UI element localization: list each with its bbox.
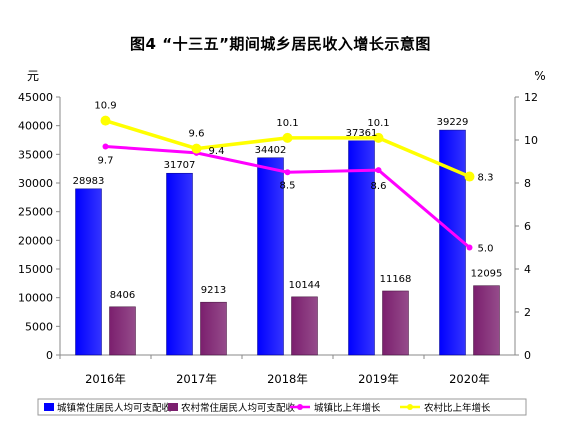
bar-rural-income	[109, 306, 136, 356]
bar-rural-label: 10144	[289, 280, 321, 291]
y-right-tick-label: 6	[524, 220, 531, 233]
x-tick-label: 2016年	[85, 372, 126, 386]
bar-urban-income	[75, 188, 102, 356]
bar-rural-label: 8406	[110, 290, 135, 301]
rural-growth-label: 9.6	[189, 129, 205, 140]
legend-urban-growth-swatch-dot	[297, 404, 303, 410]
y-right-unit: %	[534, 69, 545, 83]
x-tick-label: 2020年	[449, 372, 490, 386]
legend-urban-income-text: 城镇常住居民人均可支配收	[57, 402, 172, 414]
y-right-tick-label: 4	[524, 263, 531, 276]
rural-growth-line	[104, 118, 471, 179]
y-left-tick-label: 40000	[18, 120, 53, 133]
y-left-tick-label: 30000	[18, 177, 53, 190]
bar-urban-label: 28983	[73, 176, 105, 187]
y-left-tick-label: 15000	[18, 263, 53, 276]
bar-rural-income	[382, 290, 409, 356]
urban-growth-label: 5.0	[478, 244, 494, 255]
x-tick-label: 2018年	[267, 372, 308, 386]
bar-urban-income	[166, 172, 193, 356]
bar-urban-income	[257, 157, 284, 356]
rural-growth-point	[282, 132, 293, 143]
y-left-tick-label: 35000	[18, 148, 53, 161]
bar-rural-label: 12095	[471, 269, 503, 280]
bar-urban-income	[348, 140, 375, 356]
legend-rural-income-swatch	[168, 403, 178, 411]
y-left-tick-label: 20000	[18, 234, 53, 247]
rural-growth-label: 10.1	[367, 118, 389, 129]
y-left-tick-label: 10000	[18, 292, 53, 305]
y-left-tick-label: 45000	[18, 91, 53, 104]
y-left-unit: 元	[27, 69, 39, 83]
legend-urban-income-swatch	[44, 403, 54, 411]
rural-growth-point	[100, 115, 111, 126]
legend-rural-income-text: 农村常住居民人均可支配收	[181, 402, 296, 414]
bar-rural-income	[291, 296, 318, 356]
chart-title: 图4 “十三五”期间城乡居民收入增长示意图	[130, 35, 431, 53]
rural-growth-label: 10.9	[94, 101, 116, 112]
bar-rural-label: 11168	[380, 274, 412, 285]
rural-growth-point	[464, 171, 475, 182]
rural-growth-label: 8.3	[478, 173, 494, 184]
bar-rural-income	[473, 285, 500, 356]
legend-box	[37, 398, 527, 416]
legend-rural-growth-swatch-dot	[407, 404, 413, 410]
y-left-tick-label: 5000	[25, 320, 53, 333]
urban-growth-label: 9.4	[209, 146, 225, 157]
x-tick-label: 2019年	[358, 372, 399, 386]
bar-urban-label: 37361	[346, 128, 378, 139]
y-left-tick-label: 0	[46, 349, 53, 362]
urban-growth-point	[466, 244, 473, 251]
urban-growth-label: 8.5	[280, 180, 296, 191]
y-right-tick-label: 0	[524, 349, 531, 362]
x-tick-label: 2017年	[176, 372, 217, 386]
y-right-tick-label: 8	[524, 177, 531, 190]
bar-urban-label: 34402	[255, 145, 287, 156]
y-right-tick-label: 12	[524, 91, 538, 104]
legend-urban-growth-text: 城镇比上年增长	[314, 402, 381, 414]
y-left-tick-label: 25000	[18, 206, 53, 219]
urban-growth-label: 8.6	[371, 181, 387, 192]
bar-rural-label: 9213	[201, 285, 226, 296]
urban-growth-line	[105, 144, 471, 249]
rural-growth-point	[373, 132, 384, 143]
urban-growth-point	[284, 169, 291, 176]
y-right-tick-label: 2	[524, 306, 531, 319]
y-right-tick-label: 10	[524, 134, 538, 147]
urban-growth-point	[102, 143, 109, 150]
legend-rural-growth-text: 农村比上年增长	[424, 402, 491, 414]
urban-growth-point	[375, 167, 382, 174]
bar-urban-label: 39229	[437, 117, 469, 128]
urban-growth-label: 9.7	[98, 155, 114, 166]
rural-growth-point	[191, 143, 202, 154]
bar-rural-income	[200, 301, 227, 356]
bar-urban-label: 31707	[164, 160, 196, 171]
rural-growth-label: 10.1	[276, 118, 298, 129]
